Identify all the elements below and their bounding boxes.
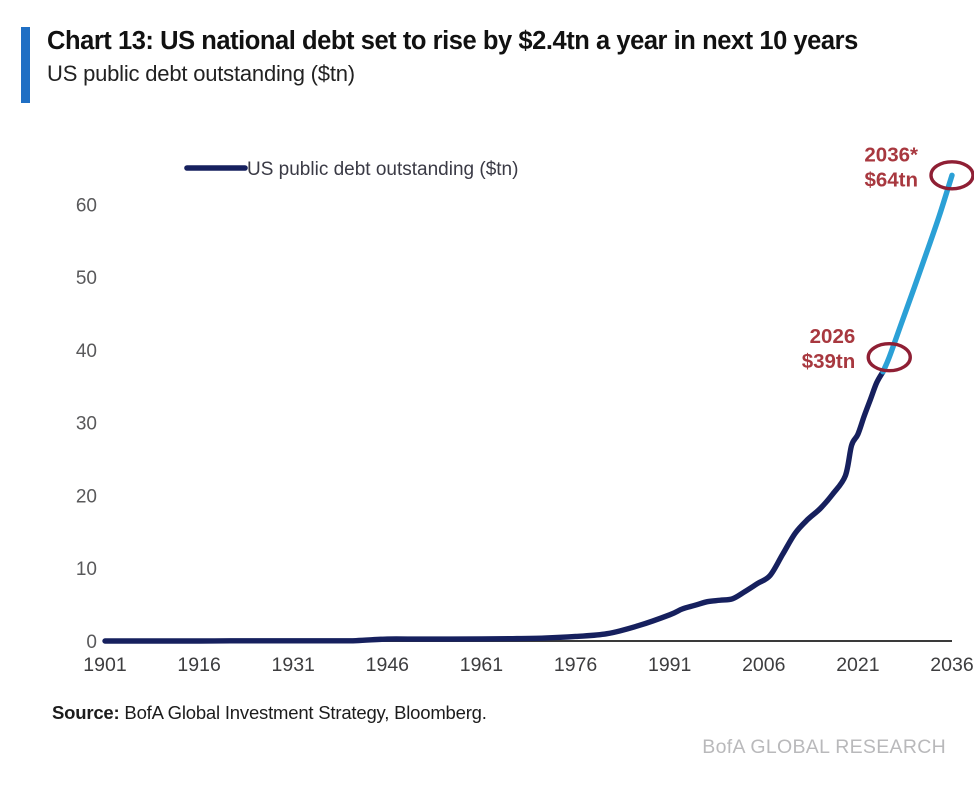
x-tick-label: 1916 [177, 654, 220, 676]
y-tick-label: 30 [76, 414, 97, 435]
y-axis-tick-labels: 0 10 20 30 40 50 60 [76, 195, 97, 653]
x-tick-label: 1931 [272, 654, 315, 676]
x-tick-label: 1901 [83, 654, 126, 676]
legend-label: US public debt outstanding ($tn) [247, 159, 518, 180]
annotation-year: 2036* [864, 143, 918, 166]
chart-legend: US public debt outstanding ($tn) [184, 159, 518, 180]
x-axis-tick-labels: 1901 1916 1931 1946 1961 1976 1991 2006 … [83, 654, 973, 676]
line-chart: 0 10 20 30 40 50 60 1901 1916 1931 1946 … [76, 143, 974, 676]
annotation-2026: 2026 $39tn [802, 325, 856, 373]
annotation-value: $64tn [864, 168, 918, 191]
title-block: Chart 13: US national debt set to rise b… [47, 27, 858, 103]
y-tick-label: 40 [76, 341, 97, 362]
series-line-forecast [880, 172, 955, 375]
x-tick-label: 1961 [460, 654, 503, 676]
plot-area: 0 10 20 30 40 50 60 1901 1916 1931 1946 … [0, 120, 974, 690]
accent-bar [21, 27, 30, 103]
source-line: Source: BofA Global Investment Strategy,… [52, 702, 487, 724]
source-text: BofA Global Investment Strategy, Bloombe… [119, 702, 487, 723]
annotation-value: $39tn [802, 350, 856, 373]
x-tick-label: 1991 [648, 654, 691, 676]
source-label: Source: [52, 702, 120, 723]
series-line-historical [102, 369, 886, 644]
annotation-year: 2026 [810, 325, 856, 348]
x-tick-label: 2006 [742, 654, 785, 676]
page-subtitle: US public debt outstanding ($tn) [47, 60, 355, 86]
y-tick-label: 50 [76, 268, 97, 289]
y-tick-label: 10 [76, 559, 97, 580]
x-tick-label: 2021 [836, 654, 879, 676]
y-tick-label: 20 [76, 486, 97, 507]
chart-header: Chart 13: US national debt set to rise b… [21, 27, 951, 103]
x-tick-label: 2036 [930, 654, 973, 676]
x-tick-label: 1976 [554, 654, 597, 676]
y-tick-label: 0 [86, 632, 97, 653]
x-tick-label: 1946 [366, 654, 409, 676]
data-point-marker-2036 [929, 160, 974, 191]
annotation-2036: 2036* $64tn [864, 143, 918, 191]
y-tick-label: 60 [76, 195, 97, 216]
data-point-marker-2026 [866, 341, 912, 373]
brand-footer: BofA GLOBAL RESEARCH [702, 736, 946, 758]
page-title: Chart 13: US national debt set to rise b… [47, 27, 858, 55]
